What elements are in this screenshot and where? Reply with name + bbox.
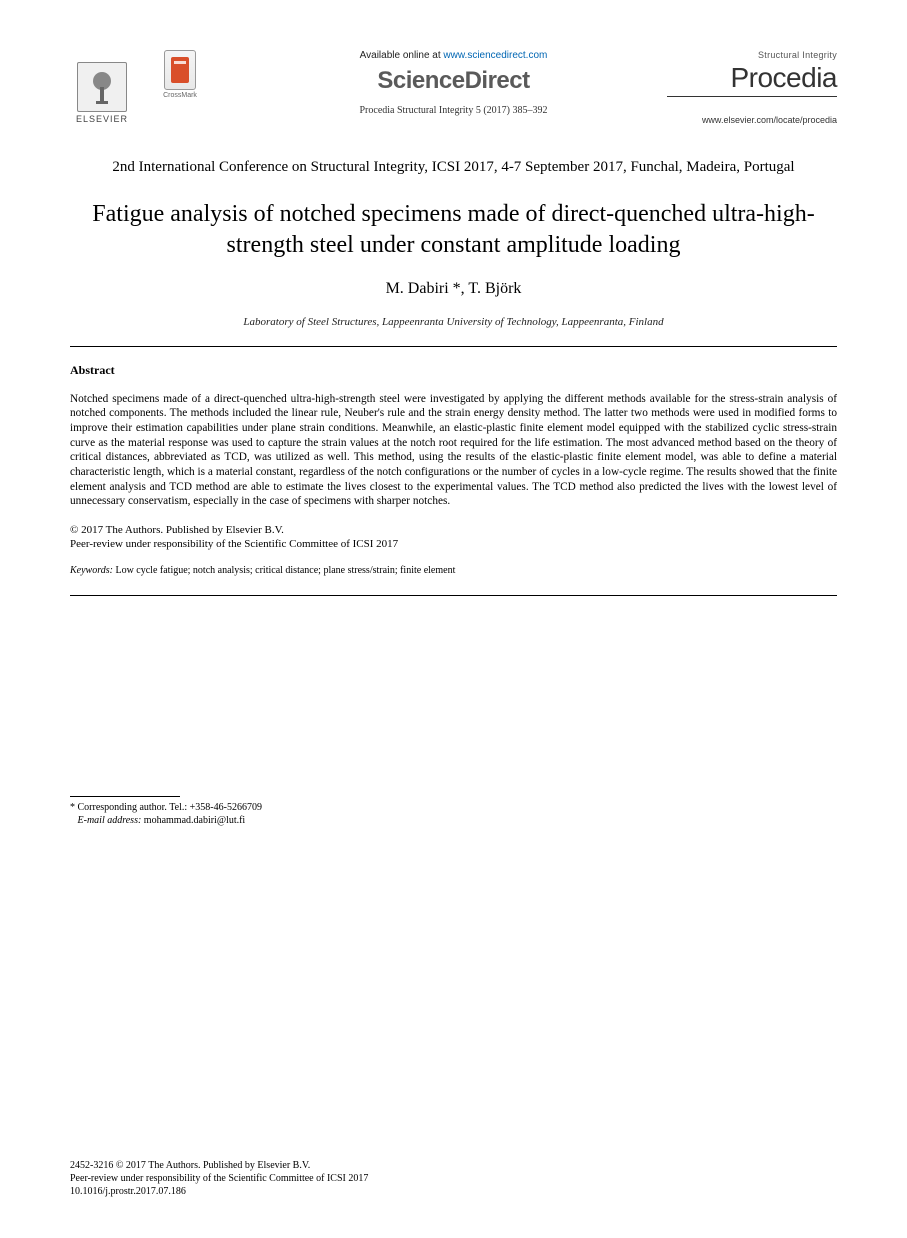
elsevier-logo: ELSEVIER — [70, 50, 134, 124]
footer-doi: 10.1016/j.prostr.2017.07.186 — [70, 1185, 837, 1198]
email-address: mohammad.dabiri@lut.fi — [141, 815, 245, 826]
keywords-label: Keywords: — [70, 565, 113, 576]
available-prefix: Available online at — [360, 50, 444, 61]
email-label: E-mail address: — [78, 815, 142, 826]
footnote-block: * Corresponding author. Tel.: +358-46-52… — [70, 801, 837, 828]
affiliation: Laboratory of Steel Structures, Lappeenr… — [70, 316, 837, 328]
elsevier-label: ELSEVIER — [76, 114, 128, 124]
copyright-line2: Peer-review under responsibility of the … — [70, 537, 837, 551]
rule-below-keywords — [70, 595, 837, 596]
citation-line: Procedia Structural Integrity 5 (2017) 3… — [294, 105, 614, 116]
copyright-block: © 2017 The Authors. Published by Elsevie… — [70, 523, 837, 552]
crossmark-badge-icon — [164, 50, 196, 90]
crossmark-logo[interactable]: CrossMark — [158, 50, 202, 99]
authors: M. Dabiri *, T. Björk — [70, 280, 837, 298]
procedia-title: Procedia — [667, 62, 837, 94]
procedia-rule — [667, 96, 837, 97]
corresponding-author: * Corresponding author. Tel.: +358-46-52… — [70, 801, 837, 815]
article-title: Fatigue analysis of notched specimens ma… — [70, 199, 837, 261]
procedia-supertitle: Structural Integrity — [667, 50, 837, 60]
sciencedirect-logo: ScienceDirect — [294, 67, 614, 95]
available-online: Available online at www.sciencedirect.co… — [294, 50, 614, 61]
left-logos: ELSEVIER CrossMark — [70, 50, 202, 124]
footnote-rule — [70, 796, 180, 797]
copyright-line1: © 2017 The Authors. Published by Elsevie… — [70, 523, 837, 537]
elsevier-tree-icon — [77, 62, 127, 112]
rule-above-abstract — [70, 346, 837, 347]
right-header: Structural Integrity Procedia www.elsevi… — [667, 50, 837, 125]
email-line: E-mail address: mohammad.dabiri@lut.fi — [70, 814, 837, 828]
header-row: ELSEVIER CrossMark Available online at w… — [70, 50, 837, 125]
footer-block: 2452-3216 © 2017 The Authors. Published … — [70, 1159, 837, 1198]
crossmark-label: CrossMark — [163, 92, 197, 99]
keywords-text: Low cycle fatigue; notch analysis; criti… — [113, 565, 455, 576]
abstract-heading: Abstract — [70, 363, 837, 378]
sciencedirect-text: ScienceDirect — [377, 67, 529, 94]
center-header: Available online at www.sciencedirect.co… — [294, 50, 614, 116]
sciencedirect-url[interactable]: www.sciencedirect.com — [443, 50, 547, 61]
keywords-line: Keywords: Low cycle fatigue; notch analy… — [70, 564, 837, 577]
journal-url[interactable]: www.elsevier.com/locate/procedia — [667, 115, 837, 125]
footer-peer: Peer-review under responsibility of the … — [70, 1172, 837, 1185]
conference-line: 2nd International Conference on Structur… — [70, 157, 837, 177]
abstract-text: Notched specimens made of a direct-quenc… — [70, 392, 837, 509]
footer-issn: 2452-3216 © 2017 The Authors. Published … — [70, 1159, 837, 1172]
